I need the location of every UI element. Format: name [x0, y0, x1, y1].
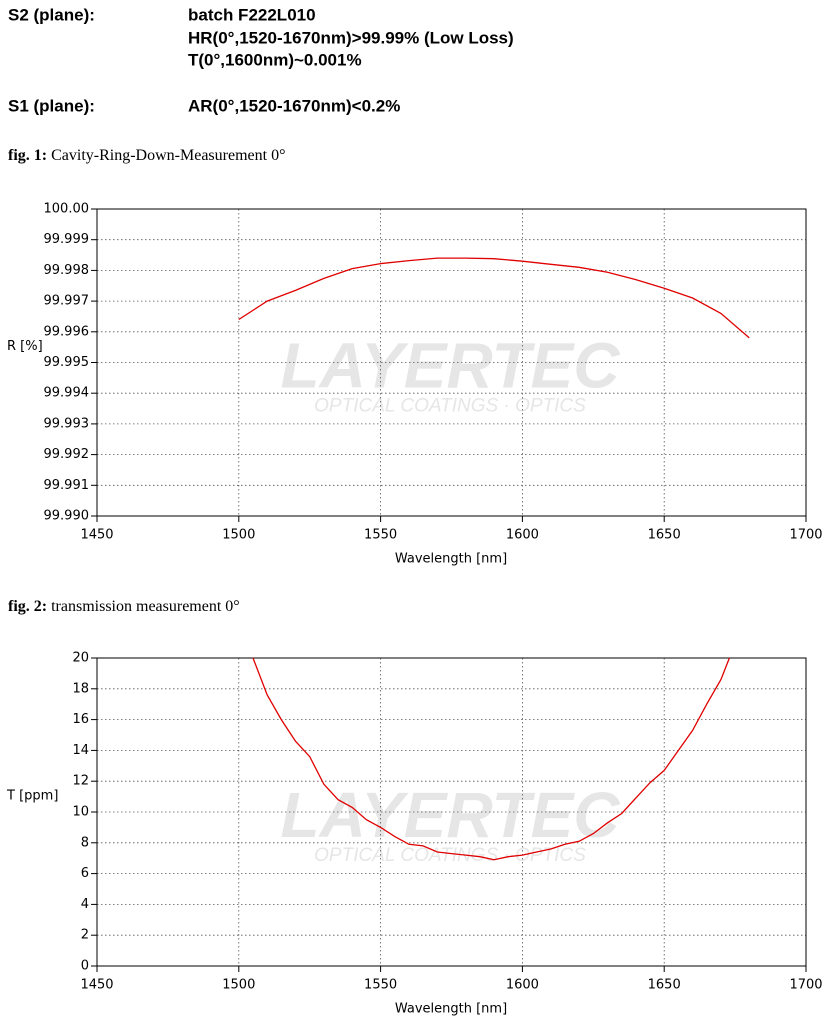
x-tick-label: 1550: [364, 978, 397, 993]
y-tick-label: 16: [72, 712, 89, 727]
y-tick-label: 18: [72, 681, 89, 696]
x-tick-label: 1550: [364, 528, 397, 543]
watermark-subtitle: OPTICAL COATINGS · OPTICS: [314, 845, 586, 866]
y-tick-label: 0: [81, 959, 89, 974]
y-tick-label: 20: [72, 651, 89, 666]
x-tick-label: 1700: [789, 528, 822, 543]
spec-line: HR(0°,1520-1670nm)>99.99% (Low Loss): [188, 28, 514, 47]
x-tick-label: 1600: [506, 528, 539, 543]
x-tick-label: 1650: [648, 978, 681, 993]
y-tick-label: 99.991: [44, 478, 90, 493]
x-tick-label: 1450: [80, 528, 113, 543]
y-tick-label: 99.995: [44, 355, 90, 370]
y-tick-label: 12: [72, 774, 89, 789]
y-tick-label: 99.997: [44, 294, 90, 309]
plot-frame: [96, 657, 807, 967]
figure-caption: fig. 1: Cavity-Ring-Down-Measurement 0°: [8, 147, 285, 164]
plot-frame: [96, 208, 807, 517]
y-axis-label: T [ppm]: [6, 789, 58, 804]
y-tick-label: 99.993: [44, 416, 90, 431]
caption-text: transmission measurement 0°: [51, 598, 240, 615]
x-axis-label: Wavelength [nm]: [395, 1002, 507, 1017]
y-axis-label: R [%]: [7, 339, 43, 354]
y-tick-label: 99.990: [44, 509, 90, 524]
x-tick-label: 1500: [222, 528, 255, 543]
y-tick-label: 99.998: [44, 263, 90, 278]
row-label: S1 (plane):: [8, 96, 95, 115]
x-tick-label: 1500: [222, 978, 255, 993]
y-tick-label: 99.996: [44, 324, 90, 339]
figure-caption: fig. 2: transmission measurement 0°: [8, 598, 240, 615]
data-line: [238, 257, 750, 339]
y-tick-label: 99.992: [44, 447, 90, 462]
x-tick-label: 1450: [80, 978, 113, 993]
spec-line: AR(0°,1520-1670nm)<0.2%: [188, 96, 400, 115]
y-tick-label: 99.999: [44, 232, 90, 247]
x-tick-label: 1600: [506, 978, 539, 993]
spec-line: T(0°,1600nm)~0.001%: [188, 50, 362, 69]
y-tick-label: 14: [72, 743, 89, 758]
spec-line: batch F222L010: [188, 5, 316, 24]
y-tick-label: 6: [81, 866, 89, 881]
watermark-subtitle: OPTICAL COATINGS · OPTICS: [314, 396, 586, 417]
figure-label: fig. 1:: [8, 147, 47, 164]
x-axis-label: Wavelength [nm]: [395, 552, 507, 567]
y-tick-label: 99.994: [44, 386, 90, 401]
y-tick-label: 4: [81, 897, 89, 912]
x-tick-label: 1700: [789, 978, 822, 993]
y-tick-label: 100.00: [44, 202, 90, 217]
watermark: LAYERTEC: [281, 779, 621, 851]
figure-label: fig. 2:: [8, 598, 47, 615]
x-tick-label: 1650: [648, 528, 681, 543]
data-line: [252, 657, 731, 861]
caption-text: Cavity-Ring-Down-Measurement 0°: [51, 147, 285, 164]
y-tick-label: 2: [81, 928, 89, 943]
watermark: LAYERTEC: [281, 329, 621, 401]
y-tick-label: 10: [72, 805, 89, 820]
y-tick-label: 8: [81, 835, 89, 850]
row-label: S2 (plane):: [8, 5, 95, 24]
